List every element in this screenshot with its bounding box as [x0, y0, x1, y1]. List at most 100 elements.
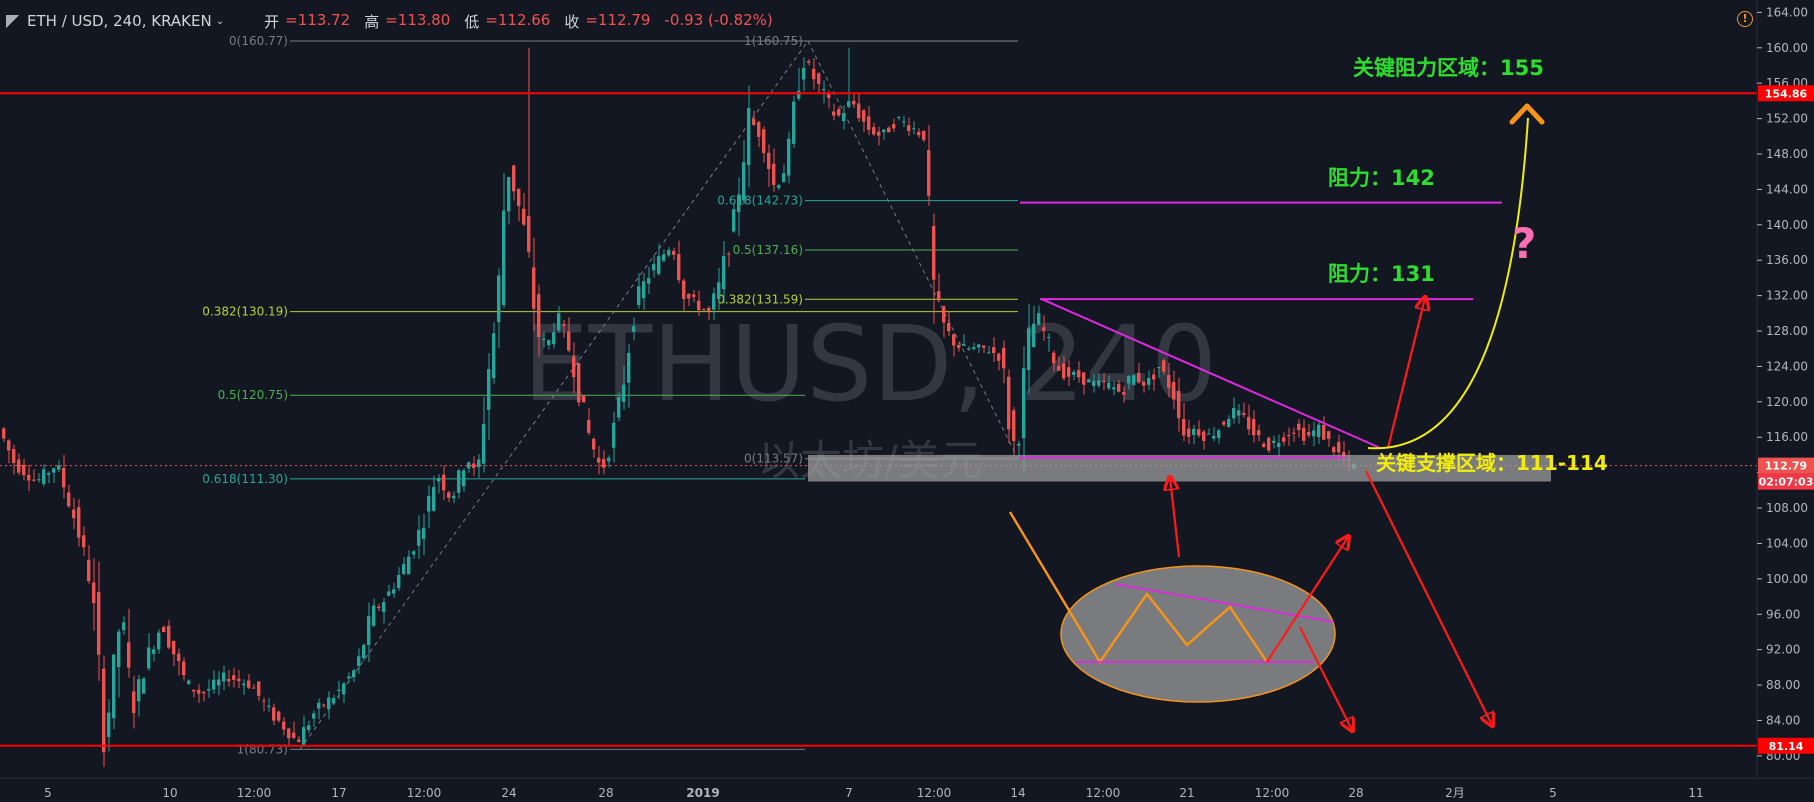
candle	[722, 241, 726, 304]
candle-body	[542, 338, 546, 340]
candle	[292, 721, 296, 740]
candle-body	[887, 127, 891, 133]
support-zone-box[interactable]	[808, 454, 1551, 482]
candle	[1132, 374, 1136, 386]
candle-body	[837, 109, 841, 116]
candle	[187, 679, 191, 685]
candle-body	[947, 323, 951, 332]
candle-body	[1197, 429, 1201, 436]
candle-body	[122, 622, 126, 631]
pattern-zigzag[interactable]	[1008, 511, 1269, 665]
candle	[997, 352, 1001, 371]
candle	[47, 471, 51, 484]
candle-body	[1317, 424, 1321, 438]
arrow-up-middle[interactable]	[1170, 478, 1181, 558]
candle-body	[1302, 427, 1306, 441]
candle	[117, 628, 121, 698]
candle	[1292, 427, 1296, 442]
descending-trendline[interactable]	[1041, 298, 1381, 449]
candle-body	[662, 254, 666, 261]
candle-body	[72, 509, 76, 519]
candle	[557, 306, 561, 333]
candle	[462, 467, 466, 492]
candle-body	[797, 90, 801, 99]
candle-body	[1287, 434, 1291, 437]
candle-body	[387, 591, 391, 596]
candle	[347, 672, 351, 683]
arrow-down-pattern[interactable]	[1299, 626, 1352, 730]
candle	[67, 484, 71, 508]
ohlc-values: 开 =113.72 高 =113.80 低 =112.66 收 =112.79 -0.9…	[264, 11, 781, 32]
candle	[917, 127, 921, 138]
candle-body	[692, 294, 696, 297]
candle	[877, 126, 881, 146]
symbol-collapse-icon[interactable]	[6, 14, 19, 28]
time-tick-label: 2月	[1445, 786, 1465, 800]
time-tick-label: 12:00	[407, 786, 442, 800]
candle	[1297, 419, 1301, 438]
bullish-curve[interactable]	[1367, 117, 1529, 450]
arrow-down-main[interactable]	[1365, 470, 1492, 725]
candle-body	[537, 294, 541, 337]
candle-body	[272, 707, 276, 721]
arrow-up-pattern[interactable]	[1266, 537, 1348, 663]
candle	[947, 310, 951, 336]
warning-icon[interactable]: !	[1737, 11, 1753, 27]
close-label: 收	[564, 12, 580, 31]
candle	[912, 121, 916, 135]
candle-body	[577, 363, 581, 403]
candle-body	[1062, 363, 1066, 379]
candle-body	[1297, 423, 1301, 431]
candle	[192, 689, 196, 698]
candle	[242, 679, 246, 695]
candle	[177, 648, 181, 676]
candle	[432, 475, 436, 512]
candle	[412, 550, 416, 560]
candle-body	[1147, 377, 1151, 385]
candle-body	[1192, 428, 1196, 435]
candle-body	[562, 324, 566, 326]
candle-body	[1232, 408, 1236, 419]
candle	[542, 331, 546, 348]
candle	[902, 115, 906, 128]
candle	[822, 80, 826, 104]
price-label-box	[1758, 473, 1814, 490]
candle	[567, 317, 571, 353]
candle	[1047, 333, 1051, 352]
candle	[387, 584, 391, 597]
candle	[422, 513, 426, 556]
candle-body	[587, 420, 591, 433]
candle	[252, 684, 256, 689]
candle	[932, 213, 936, 324]
candle-body	[647, 278, 651, 284]
candle-body	[927, 150, 931, 196]
candle	[127, 608, 131, 678]
candle-body	[872, 127, 876, 135]
chevron-down-icon[interactable]: ⌄	[215, 15, 225, 27]
candle	[937, 273, 941, 303]
candle	[737, 177, 741, 237]
candle-body	[232, 675, 236, 680]
candle	[742, 140, 746, 205]
candle	[862, 108, 866, 133]
arrow-up-131[interactable]	[1386, 298, 1425, 449]
candle	[602, 450, 606, 475]
candle-body	[52, 468, 56, 473]
candle-body	[307, 725, 311, 731]
candle	[872, 122, 876, 137]
candle-body	[267, 705, 271, 707]
candle-body	[1242, 413, 1246, 415]
candle-body	[97, 592, 101, 655]
price-label-box	[1758, 457, 1814, 474]
candle-body	[1072, 371, 1076, 375]
candle-body	[1222, 421, 1226, 425]
candle-body	[982, 345, 986, 348]
candle	[887, 126, 891, 133]
candle	[1062, 355, 1066, 381]
symbol-label[interactable]: ETH / USD, 240, KRAKEN	[27, 12, 212, 30]
candle-body	[1042, 327, 1046, 331]
candle-body	[157, 632, 161, 650]
candle	[942, 305, 946, 338]
